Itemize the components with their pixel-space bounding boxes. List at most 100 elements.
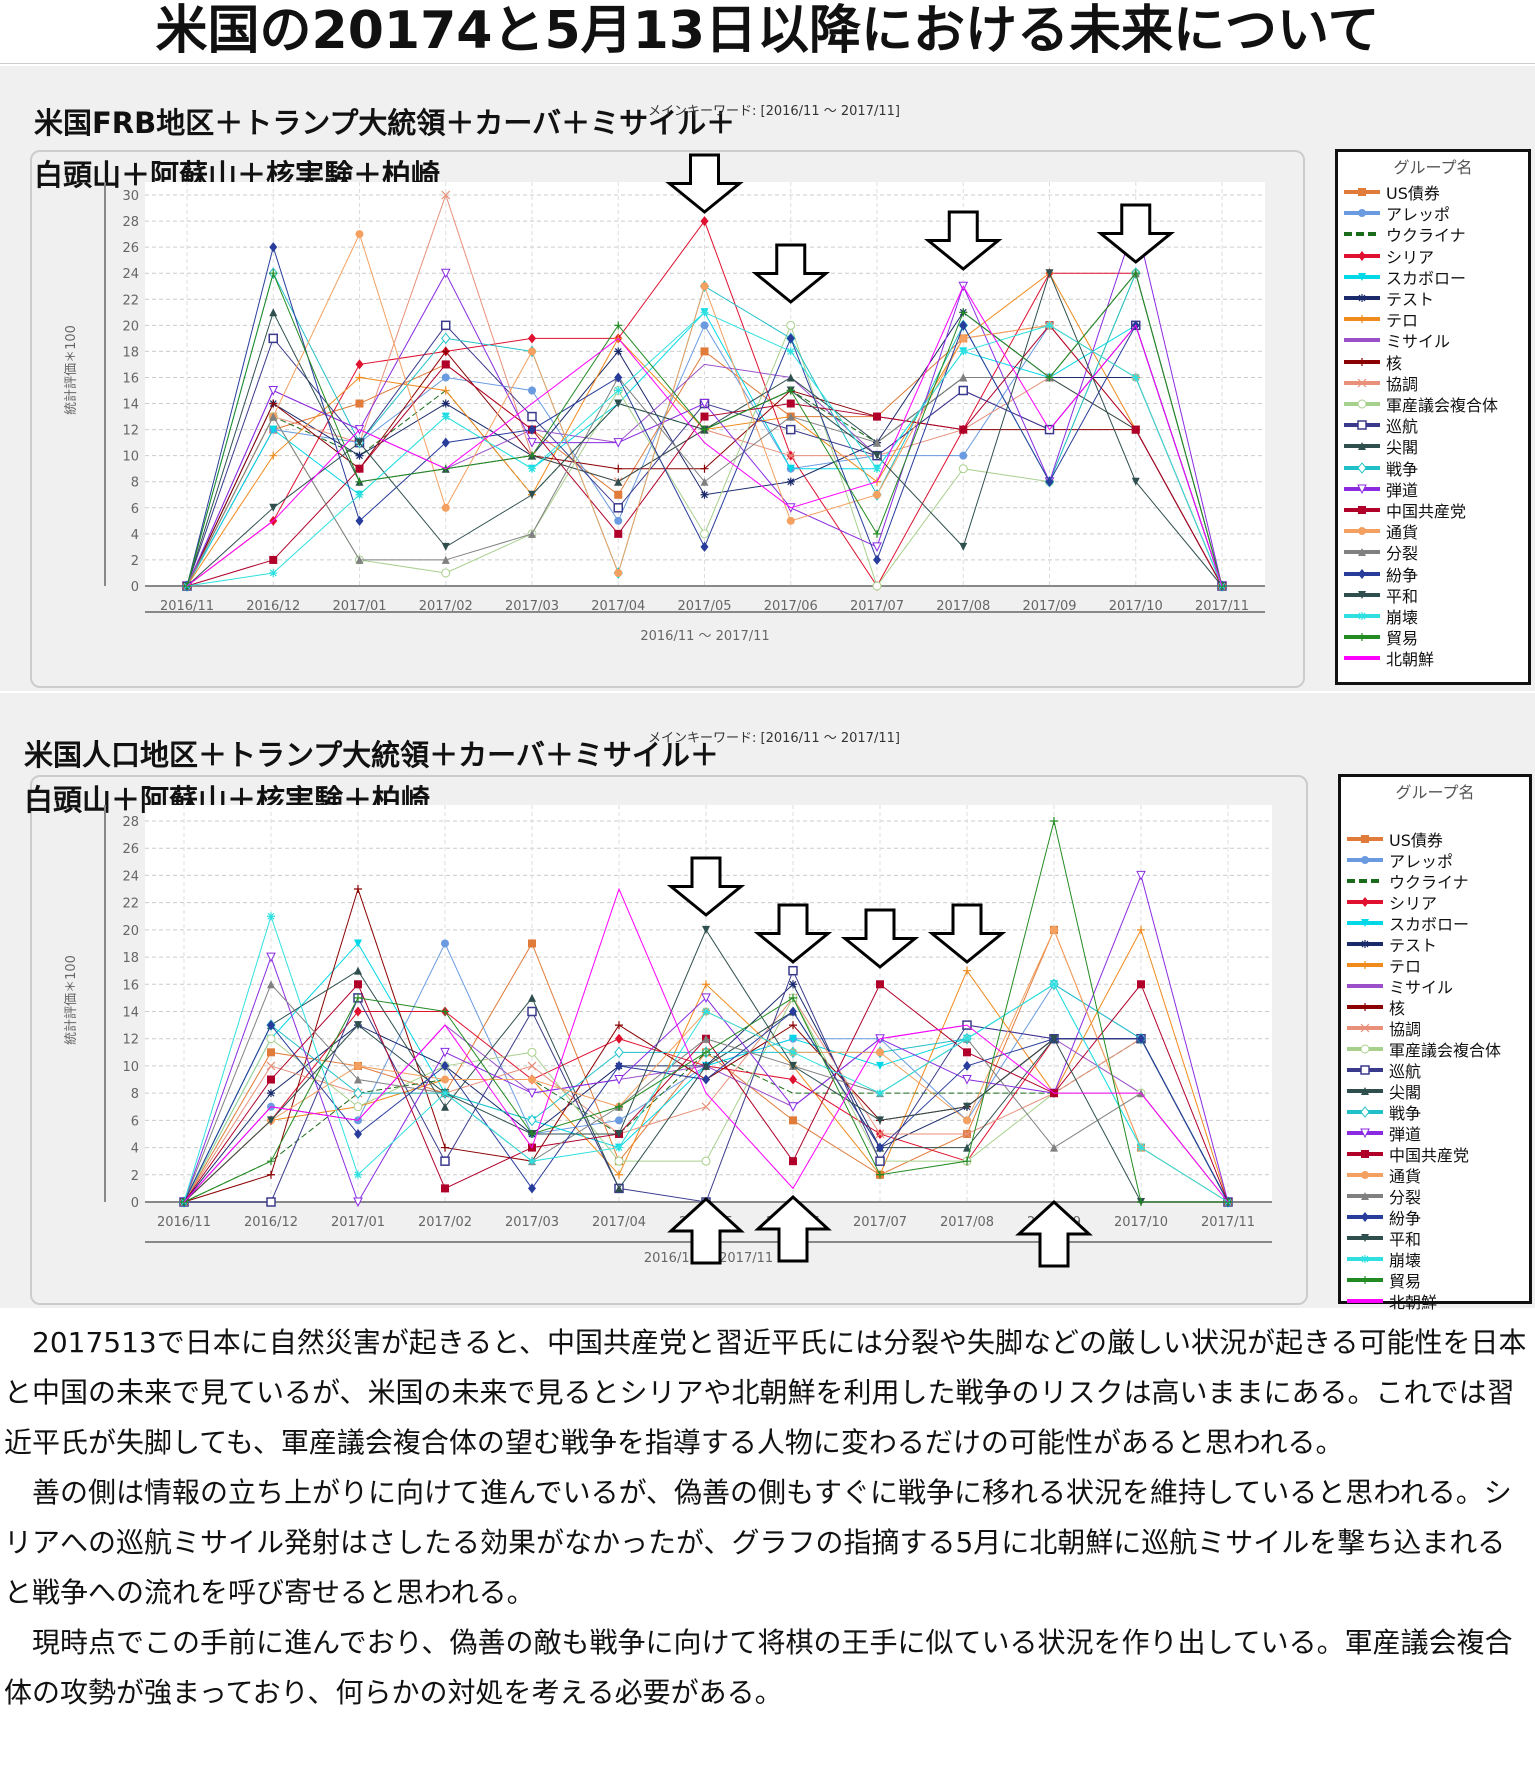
data-point [441, 1060, 449, 1071]
data-point [788, 965, 798, 976]
data-point [355, 359, 364, 370]
data-point [962, 1129, 972, 1139]
data-point [789, 1006, 797, 1017]
legend-item: テロ [1342, 309, 1418, 330]
legend-marker [1358, 590, 1366, 599]
y-tick-label: 14 [122, 1006, 139, 1021]
data-point [963, 1060, 971, 1071]
legend-marker [1358, 548, 1366, 557]
chart-2-legend: グループ名 US債券 アレッポ ウクライナ シリア スカボロー テスト テロ ミサイル核協調軍… [1338, 774, 1532, 1312]
legend-item: 崩壊 [1345, 1249, 1421, 1270]
chart-1-keyword: メインキーワード: [2016/11 ～ 2017/11] [648, 104, 900, 119]
data-point [1137, 980, 1145, 989]
data-point [873, 464, 881, 473]
data-point [615, 1021, 623, 1030]
data-point [614, 516, 623, 525]
data-point [700, 541, 709, 552]
down-arrow [666, 856, 746, 917]
x-tick-label: 2017/04 [592, 1215, 646, 1230]
legend-marker [1361, 835, 1369, 843]
data-point [1137, 1198, 1145, 1206]
paragraph: 現時点でこの手前に進んでおり、偽善の敵も戦争に向けて将棋の王手に似ている状況を作… [4, 1626, 1513, 1709]
legend-marker [1358, 209, 1366, 218]
legend-swatch-icon [1347, 1192, 1383, 1200]
data-point [873, 451, 881, 460]
legend-item: 北朝鮮 [1342, 648, 1434, 669]
legend-marker [1357, 461, 1367, 474]
legend-item: 軍産議会複合体 [1342, 394, 1498, 415]
legend-swatch-icon [1344, 633, 1380, 642]
data-point [959, 542, 968, 551]
up-arrow [754, 1194, 832, 1263]
data-point [614, 321, 623, 330]
data-point [441, 1143, 449, 1152]
x-tick-label: 2016/12 [244, 1215, 298, 1230]
legend-item: シリア [1342, 246, 1435, 267]
data-point [267, 1048, 275, 1057]
data-point [269, 412, 278, 421]
legend-label: 貿易 [1389, 1272, 1422, 1291]
x-tick-label: 2017/07 [853, 1215, 907, 1230]
data-point [876, 1061, 884, 1070]
data-point [614, 1075, 624, 1085]
data-point [963, 1102, 971, 1111]
legend-swatch-icon [1347, 1106, 1383, 1118]
data-point [789, 980, 797, 989]
y-tick-label: 4 [131, 1142, 139, 1157]
y-tick-label: 8 [131, 476, 139, 491]
data-point [959, 334, 968, 343]
legend-swatch-icon [1347, 1128, 1383, 1139]
legend-label: シリア [1386, 247, 1435, 267]
data-point [1045, 269, 1054, 278]
legend-swatch-icon [1344, 272, 1380, 281]
legend-label: テロ [1389, 957, 1422, 976]
data-point [700, 308, 709, 317]
down-arrow [840, 908, 920, 969]
data-point [269, 425, 278, 434]
data-point [963, 966, 971, 975]
legend-swatch-icon [1344, 315, 1380, 324]
data-point [700, 425, 709, 434]
legend-marker [1361, 1255, 1369, 1263]
data-point [615, 1033, 623, 1044]
data-point [963, 1143, 971, 1152]
legend-item: 戦争 [1342, 458, 1418, 479]
legend-label: 平和 [1386, 586, 1419, 606]
legend-marker [1360, 1044, 1370, 1054]
legend-marker [1361, 1192, 1369, 1200]
data-point [528, 451, 536, 460]
legend-marker [1360, 1065, 1370, 1075]
data-point [700, 490, 709, 499]
legend-swatch-icon [1347, 1023, 1383, 1033]
data-point [1050, 1143, 1058, 1152]
legend-marker [1361, 1276, 1369, 1284]
legend-item: 通貨 [1342, 521, 1418, 542]
legend-marker [1357, 399, 1367, 409]
data-point [614, 477, 623, 486]
data-point [441, 332, 451, 345]
legend-label: 巡航 [1389, 1062, 1422, 1081]
data-point [354, 966, 362, 975]
down-arrow [751, 243, 830, 304]
data-point [354, 1170, 362, 1179]
data-point [700, 216, 709, 227]
y-tick-label: 22 [122, 293, 139, 308]
x-tick-label: 2017/03 [505, 1215, 559, 1230]
chart-1-legend: グループ名 US債券 アレッポ ウクライナ シリア スカボロー テスト テロ ミサイル核協調軍… [1335, 149, 1531, 685]
legend-marker [1361, 1171, 1369, 1179]
legend-item: テロ [1345, 955, 1422, 976]
legend-swatch-icon [1344, 568, 1380, 579]
legend-swatch-icon [1344, 338, 1380, 343]
data-point [266, 1197, 276, 1207]
data-point [959, 347, 968, 356]
legend-item: 巡航 [1342, 415, 1418, 436]
data-point [789, 1021, 797, 1030]
legend-item: ウクライナ [1345, 871, 1469, 892]
legend-label: 中国共産党 [1386, 502, 1467, 521]
data-point [353, 1102, 363, 1112]
legend-swatch-icon [1347, 879, 1383, 883]
data-point [958, 385, 968, 396]
data-point [441, 386, 450, 395]
legend-swatch-icon [1344, 656, 1380, 661]
data-point [962, 1075, 972, 1085]
